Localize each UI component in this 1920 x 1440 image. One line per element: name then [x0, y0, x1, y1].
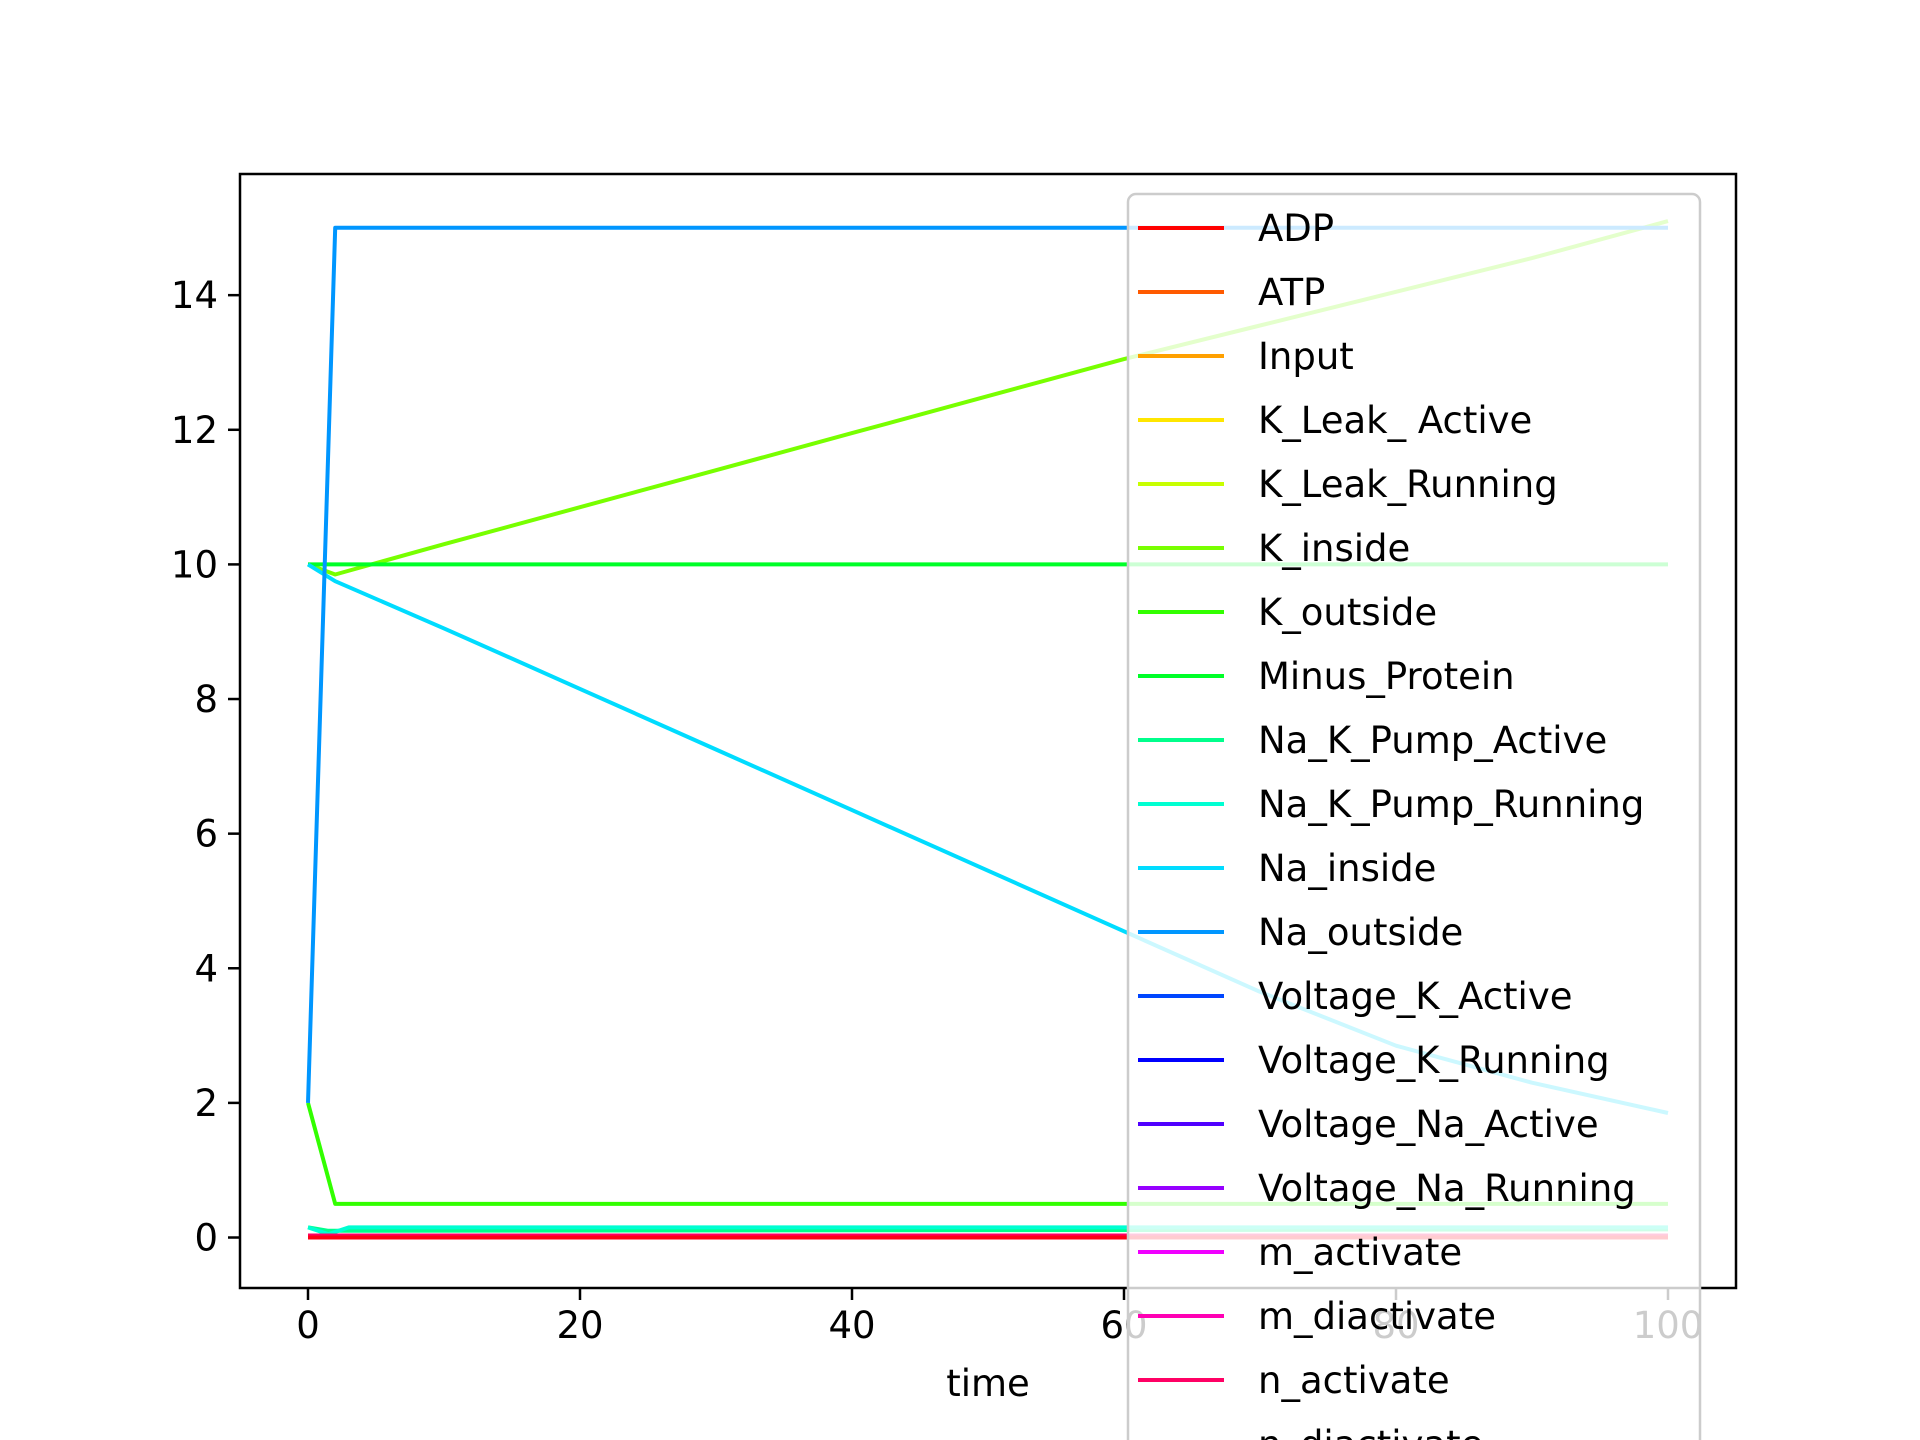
legend-label: Voltage_Na_Active	[1258, 1103, 1599, 1146]
legend-label: K_Leak_Running	[1258, 463, 1558, 506]
legend-label: Na_K_Pump_Active	[1258, 719, 1607, 762]
legend-box	[1126, 192, 1702, 1440]
y-tick-label: 4	[194, 947, 218, 990]
legend-label: n_diactivate	[1258, 1423, 1483, 1440]
legend: ADP ATP Input K_Leak_ Active K_Leak_Running K…	[1126, 192, 1702, 1440]
legend-label: K_inside	[1258, 527, 1410, 570]
series-line-9	[307, 1225, 1668, 1237]
x-tick-label: 40	[828, 1304, 875, 1347]
legend-label: Voltage_K_Running	[1258, 1039, 1610, 1082]
legend-label: Voltage_K_Active	[1258, 975, 1573, 1018]
y-tick-label: 14	[171, 274, 218, 317]
x-tick-label: 20	[556, 1304, 603, 1347]
y-tick-label: 6	[194, 813, 218, 856]
legend-label: Na_outside	[1258, 911, 1463, 954]
y-tick-label: 12	[171, 409, 218, 452]
legend-label: Input	[1258, 335, 1354, 378]
x-axis-label: time	[946, 1362, 1030, 1405]
legend-label: Minus_Protein	[1258, 655, 1515, 698]
x-tick-label: 0	[296, 1304, 320, 1347]
legend-label: m_diactivate	[1258, 1295, 1496, 1338]
legend-label: m_activate	[1258, 1231, 1462, 1274]
y-tick-label: 8	[194, 678, 218, 721]
y-tick-label: 0	[194, 1217, 218, 1260]
legend-label: Voltage_Na_Running	[1258, 1167, 1636, 1210]
legend-label: ADP	[1258, 207, 1334, 250]
legend-label: Na_K_Pump_Running	[1258, 783, 1644, 826]
legend-label: n_activate	[1258, 1359, 1450, 1402]
legend-label: K_Leak_ Active	[1258, 399, 1532, 442]
legend-label: ATP	[1258, 271, 1325, 314]
axes-frame	[238, 172, 1738, 1290]
legend-label: Na_inside	[1258, 847, 1436, 890]
y-tick-label: 10	[171, 543, 218, 586]
legend-label: K_outside	[1258, 591, 1437, 634]
y-tick-label: 2	[194, 1082, 218, 1125]
